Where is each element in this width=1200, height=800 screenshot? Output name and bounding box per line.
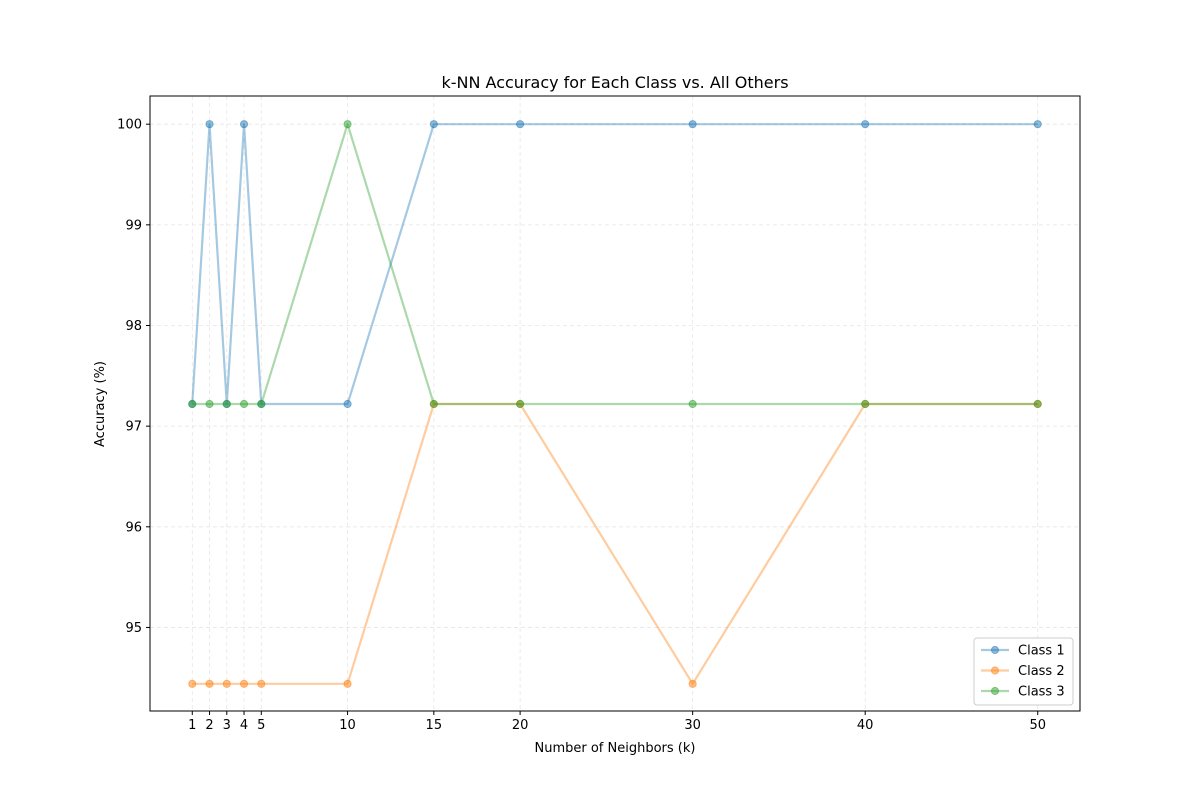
data-point bbox=[343, 120, 352, 129]
data-point bbox=[688, 399, 697, 409]
legend-box bbox=[973, 637, 1074, 706]
y-axis: 95 96 97 98 99 100 bbox=[117, 118, 150, 636]
x-tick-label: 1 bbox=[188, 718, 196, 733]
series-3 bbox=[188, 120, 1042, 409]
data-point bbox=[429, 120, 438, 129]
x-tick-label: 3 bbox=[223, 718, 231, 733]
x-tick-label: 15 bbox=[426, 718, 443, 733]
data-point bbox=[188, 679, 197, 688]
x-tick-label: 30 bbox=[684, 718, 701, 733]
data-point bbox=[861, 399, 870, 409]
y-tick-label: 99 bbox=[125, 218, 142, 233]
x-tick-label: 50 bbox=[1029, 718, 1046, 733]
data-point bbox=[222, 679, 231, 688]
data-point bbox=[688, 120, 697, 129]
data-point bbox=[222, 399, 231, 409]
y-tick-label: 100 bbox=[117, 118, 142, 133]
data-point bbox=[239, 679, 249, 688]
legend-item: Class 3 bbox=[981, 685, 1065, 700]
data-point bbox=[257, 679, 266, 688]
data-point bbox=[188, 399, 197, 409]
legend-item: Class 1 bbox=[981, 644, 1065, 659]
x-tick-label: 5 bbox=[257, 718, 265, 733]
x-tick-label: 10 bbox=[339, 718, 356, 733]
plot-frame bbox=[149, 95, 1081, 712]
data-point bbox=[516, 399, 525, 409]
data-point bbox=[688, 679, 697, 688]
x-tick-label: 20 bbox=[512, 718, 529, 733]
data-point bbox=[239, 120, 249, 129]
legend: Class 1 Class 2 Class 3 bbox=[973, 637, 1074, 706]
data-point bbox=[257, 399, 266, 409]
x-tick-label: 4 bbox=[240, 718, 248, 733]
y-tick-label: 98 bbox=[125, 319, 142, 334]
data-point bbox=[343, 679, 352, 688]
x-tick-label: 40 bbox=[857, 718, 874, 733]
x-axis: 1 2 3 4 5 10 15 20 30 40 50 bbox=[188, 711, 1046, 733]
legend-swatch-marker bbox=[990, 666, 1000, 675]
data-point bbox=[861, 120, 870, 129]
y-tick-label: 97 bbox=[125, 420, 142, 435]
legend-label: Class 3 bbox=[1018, 685, 1065, 700]
data-point bbox=[205, 120, 214, 129]
data-point bbox=[1033, 399, 1042, 409]
y-tick-label: 96 bbox=[125, 520, 142, 535]
x-axis-label: Number of Neighbors (k) bbox=[535, 741, 696, 756]
data-point bbox=[239, 399, 249, 409]
grid bbox=[150, 96, 1080, 711]
legend-swatch-marker bbox=[990, 686, 1000, 696]
data-point bbox=[205, 399, 214, 409]
data-point bbox=[516, 120, 525, 129]
data-point bbox=[343, 399, 352, 409]
legend-label: Class 1 bbox=[1018, 644, 1065, 659]
series-layer bbox=[188, 120, 1042, 688]
legend-item: Class 2 bbox=[981, 664, 1065, 679]
x-tick-label: 2 bbox=[205, 718, 213, 733]
y-tick-label: 95 bbox=[125, 621, 142, 636]
chart-title: k-NN Accuracy for Each Class vs. All Oth… bbox=[441, 73, 788, 92]
data-point bbox=[1033, 120, 1042, 129]
data-point bbox=[205, 679, 214, 688]
data-point bbox=[429, 399, 438, 409]
legend-swatch-marker bbox=[990, 645, 1000, 655]
legend-label: Class 2 bbox=[1018, 664, 1065, 679]
y-axis-label: Accuracy (%) bbox=[93, 361, 108, 447]
